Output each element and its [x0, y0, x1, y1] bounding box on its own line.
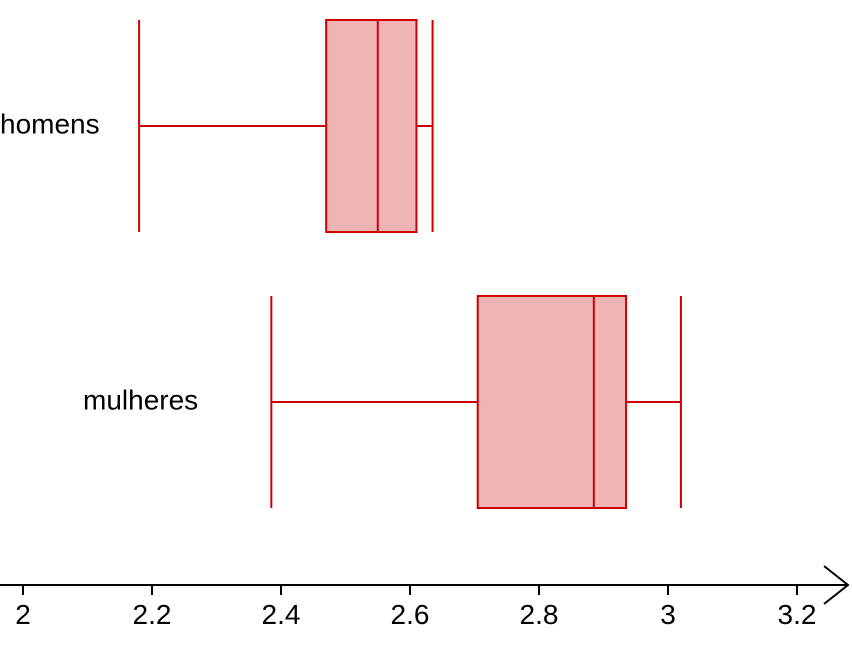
box-group-homens: homens: [0, 19, 434, 233]
tick-label: 3: [660, 599, 676, 630]
tick-label: 3.2: [778, 599, 817, 630]
iqr-box: [325, 19, 418, 233]
box-group-mulheres: mulheres: [83, 295, 682, 509]
tick-label: 2.6: [391, 599, 430, 630]
tick-label: 2.8: [520, 599, 559, 630]
tick-label: 2: [15, 599, 31, 630]
category-label-mulheres: mulheres: [83, 384, 198, 415]
tick-label: 2.4: [262, 599, 301, 630]
x-axis-arrow-icon: [823, 565, 850, 605]
x-axis-ticks: 2 2.2 2.4 2.6 2.8 3 3.2: [15, 585, 816, 630]
boxes-layer: homens mulheres: [0, 19, 682, 509]
category-label-homens: homens: [0, 108, 100, 139]
tick-label: 2.2: [133, 599, 172, 630]
iqr-box: [476, 295, 628, 509]
x-axis: [0, 565, 850, 605]
